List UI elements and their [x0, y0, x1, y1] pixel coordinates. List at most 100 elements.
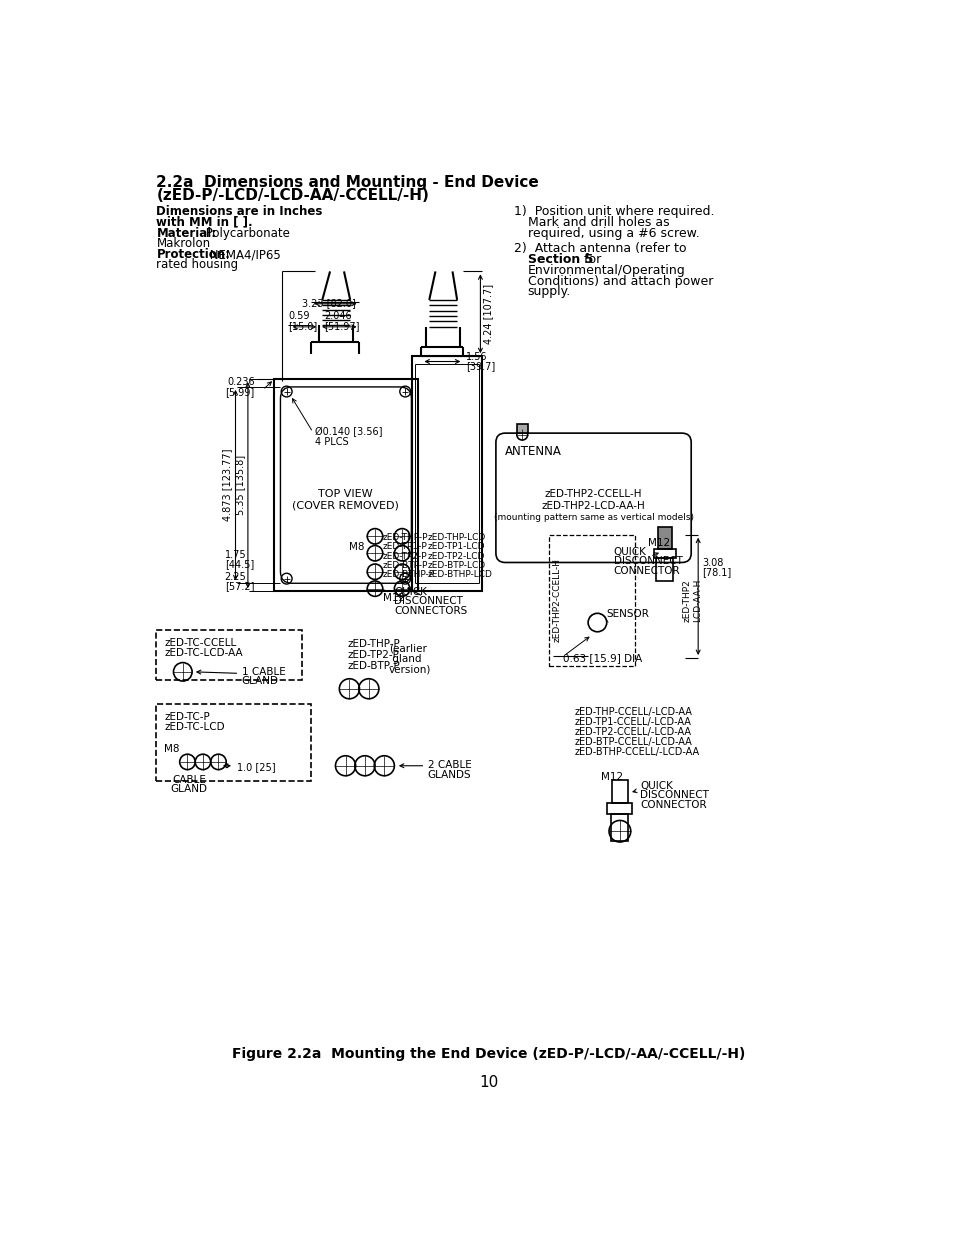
Text: ANTENNA: ANTENNA [505, 446, 561, 458]
Text: (zED-P/-LCD/-LCD-AA/-CCELL/-H): (zED-P/-LCD/-LCD-AA/-CCELL/-H) [156, 188, 429, 203]
Text: Mark and drill holes as: Mark and drill holes as [527, 216, 669, 228]
Text: (earlier: (earlier [389, 643, 426, 654]
Text: zED-BTP-LCD: zED-BTP-LCD [427, 560, 485, 570]
Text: CABLE: CABLE [172, 775, 206, 785]
Text: 2)  Attach antenna (refer to: 2) Attach antenna (refer to [514, 242, 686, 255]
Text: zED-THP2-LCD-AA-H: zED-THP2-LCD-AA-H [541, 500, 645, 510]
Text: 2.046: 2.046 [324, 312, 352, 322]
Text: 3.23 [82.0]: 3.23 [82.0] [301, 297, 355, 307]
Text: gland: gland [389, 654, 421, 664]
Text: zED-TP2-P: zED-TP2-P [348, 650, 399, 660]
Text: zED-THP-CCELL/-LCD-AA: zED-THP-CCELL/-LCD-AA [575, 708, 692, 718]
Text: 4.873 [123.77]: 4.873 [123.77] [222, 448, 233, 520]
Bar [274, 379, 417, 592]
Text: zED-TP2-P: zED-TP2-P [382, 552, 427, 560]
Text: QUICK: QUICK [639, 781, 672, 791]
Text: M12: M12 [382, 593, 404, 603]
Text: 1 CABLE: 1 CABLE [241, 668, 285, 678]
Text: [5.99]: [5.99] [226, 387, 254, 397]
Text: 4 PLCS: 4 PLCS [314, 437, 348, 447]
Text: CONNECTOR: CONNECTOR [639, 800, 706, 810]
Text: zED-TC-LCD-AA: zED-TC-LCD-AA [164, 648, 243, 658]
Bar [612, 780, 627, 802]
Text: for: for [579, 253, 601, 266]
Text: rated housing: rated housing [156, 258, 238, 271]
Text: 1.0 [25]: 1.0 [25] [236, 763, 275, 773]
Text: Material:: Material: [156, 227, 216, 240]
Text: M12: M12 [647, 538, 669, 548]
Text: zED-TC-P: zED-TC-P [164, 711, 210, 721]
Text: with MM in [ ].: with MM in [ ]. [156, 215, 253, 228]
Text: QUICK: QUICK [613, 547, 646, 557]
Text: QUICK: QUICK [394, 587, 427, 597]
Text: CONNECTORS: CONNECTORS [394, 605, 467, 615]
Text: (COVER REMOVED): (COVER REMOVED) [292, 500, 398, 510]
Bar [654, 549, 675, 558]
Text: Environmental/Operating: Environmental/Operating [527, 263, 684, 277]
Text: zED-TP2-CCELL/-LCD-AA: zED-TP2-CCELL/-LCD-AA [575, 728, 691, 738]
Text: zED-TC-LCD: zED-TC-LCD [164, 721, 225, 731]
Text: Conditions) and attach power: Conditions) and attach power [527, 275, 712, 287]
Text: [44.5]: [44.5] [224, 559, 253, 569]
Text: zED-BTHP-CCELL/-LCD-AA: zED-BTHP-CCELL/-LCD-AA [575, 748, 700, 758]
Text: zED-TP1-CCELL/-LCD-AA: zED-TP1-CCELL/-LCD-AA [575, 718, 691, 728]
Text: zED-THP2-CCELL-H: zED-THP2-CCELL-H [544, 488, 641, 498]
Text: M8: M8 [348, 543, 364, 553]
Text: SENSOR: SENSOR [605, 609, 648, 619]
Text: [15.0]: [15.0] [288, 321, 317, 331]
Text: zED-THP2
LCD-AA-H: zED-THP2 LCD-AA-H [682, 579, 701, 622]
Text: [78.1]: [78.1] [701, 567, 731, 577]
Text: 1)  Position unit where required.: 1) Position unit where required. [514, 205, 714, 218]
Bar [656, 558, 673, 582]
Text: GLAND: GLAND [241, 676, 278, 686]
Text: zED-TP1-P: zED-TP1-P [382, 543, 427, 552]
Text: 5.35 [135.8]: 5.35 [135.8] [234, 454, 245, 514]
Bar [156, 630, 302, 679]
Text: DISCONNECT: DISCONNECT [394, 597, 463, 607]
Text: (mounting pattern same as vertical models): (mounting pattern same as vertical model… [493, 513, 693, 522]
Text: Section 5: Section 5 [527, 253, 593, 266]
Bar [549, 534, 634, 665]
Bar [658, 527, 671, 549]
Text: zED-THP-P: zED-THP-P [348, 639, 400, 649]
Text: 2.25: 2.25 [224, 572, 246, 582]
Text: zED-BTP-P: zED-BTP-P [382, 560, 428, 570]
Text: 1.56: 1.56 [466, 352, 487, 362]
Bar [156, 704, 311, 781]
Bar [607, 802, 632, 814]
Text: Figure 2.2a  Mounting the End Device (zED-P/-LCD/-AA/-CCELL/-H): Figure 2.2a Mounting the End Device (zED… [232, 1047, 745, 1061]
Text: Dimensions are in Inches: Dimensions are in Inches [156, 205, 322, 218]
Text: TOP VIEW: TOP VIEW [318, 488, 373, 498]
Text: zED-TP1-LCD: zED-TP1-LCD [427, 543, 485, 552]
Text: CONNECTOR: CONNECTOR [613, 565, 679, 575]
Bar [412, 356, 481, 592]
Text: 0.63 [15.9] DIA: 0.63 [15.9] DIA [562, 654, 641, 664]
Text: zED-BTHP-LCD: zED-BTHP-LCD [427, 570, 492, 579]
Text: zED-BTP-P: zED-BTP-P [348, 661, 400, 671]
Text: Makrolon: Makrolon [156, 237, 211, 250]
Text: zED-THP-LCD: zED-THP-LCD [427, 533, 485, 542]
Text: GLANDS: GLANDS [427, 770, 471, 780]
Text: zED-BTHP-P: zED-BTHP-P [382, 570, 435, 579]
Text: Polycarbonate: Polycarbonate [202, 227, 290, 240]
Text: 0.236: 0.236 [227, 377, 254, 387]
Text: 10: 10 [478, 1076, 498, 1091]
Text: [51.97]: [51.97] [324, 321, 359, 331]
Text: version): version) [389, 665, 431, 675]
Text: [39.7]: [39.7] [466, 361, 496, 371]
Text: DISCONNECT: DISCONNECT [613, 557, 681, 567]
Text: zED-THP2-CCELL-H: zED-THP2-CCELL-H [552, 558, 561, 643]
Text: 3.08: 3.08 [701, 558, 722, 568]
Text: 0.59: 0.59 [288, 312, 310, 322]
Bar [611, 814, 628, 841]
Text: zED-BTP-CCELL/-LCD-AA: zED-BTP-CCELL/-LCD-AA [575, 738, 692, 748]
Text: Protection:: Protection: [156, 248, 231, 261]
Text: required, using a #6 screw.: required, using a #6 screw. [527, 227, 699, 240]
Text: DISCONNECT: DISCONNECT [639, 790, 708, 800]
Text: 2 CABLE: 2 CABLE [427, 760, 471, 770]
Text: supply.: supply. [527, 286, 570, 298]
Text: zED-TC-CCELL: zED-TC-CCELL [164, 638, 236, 648]
Text: NEMA4/IP65: NEMA4/IP65 [206, 248, 280, 261]
Text: 1.75: 1.75 [224, 550, 246, 560]
Text: zED-THP-P: zED-THP-P [382, 533, 428, 542]
